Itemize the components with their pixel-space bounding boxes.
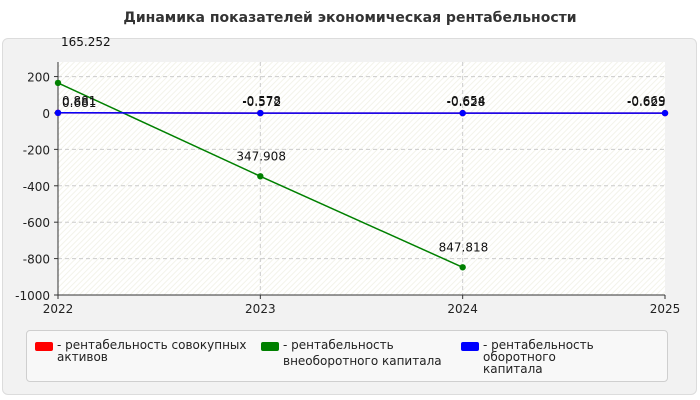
- y-tick-label: 0: [42, 107, 50, 121]
- axes: [57, 62, 665, 296]
- y-tick-label: 200: [27, 71, 50, 85]
- x-tick-label: 2024: [447, 302, 478, 316]
- chart-title: Динамика показателей экономическая рента…: [123, 10, 577, 26]
- data-point: [54, 79, 62, 87]
- data-label: 347.908: [236, 149, 286, 163]
- y-tick-label: -200: [23, 143, 50, 157]
- data-point: [459, 109, 466, 117]
- data-label: -0.628: [447, 95, 486, 109]
- legend-swatch-blue: [461, 342, 479, 351]
- data-label: -0.669: [627, 94, 666, 108]
- legend-label: - рентабельность внеоборотного капитала: [283, 338, 442, 368]
- legend-label: - рентабельность совокупных активов: [57, 338, 247, 364]
- legend: - рентабельность совокупных активов - ре…: [26, 330, 668, 382]
- y-tick-label: -400: [23, 180, 50, 194]
- legend-item-noncurrent-capital: - рентабельность внеоборотного капитала: [261, 339, 442, 367]
- series-group: [54, 79, 669, 271]
- data-label: -0.625: [627, 95, 666, 109]
- data-label: 0.681: [62, 96, 96, 110]
- legend-swatch-red: [35, 342, 53, 351]
- legend-item-working-capital: - рентабельность оборотного капитала: [461, 339, 667, 375]
- x-tick-label: 2023: [245, 302, 276, 316]
- data-label: 847.818: [439, 240, 489, 254]
- data-label: -0.572: [242, 95, 281, 109]
- y-axis-ticks: 200 0 -200 -400 -600 -800 -1000: [15, 71, 58, 303]
- data-point: [459, 264, 466, 271]
- data-label: -0.578: [242, 94, 281, 108]
- y-tick-label: -800: [23, 253, 50, 267]
- data-point: [661, 109, 669, 117]
- y-tick-label: -1000: [15, 289, 50, 303]
- data-point: [257, 109, 264, 117]
- x-axis-ticks: 2022 2023 2024 2025: [43, 295, 681, 316]
- data-point: [257, 173, 264, 180]
- legend-item-total-assets: - рентабельность совокупных активов: [35, 339, 247, 363]
- data-label: 165.252: [61, 35, 111, 49]
- data-point: [54, 109, 62, 117]
- plot-area: [58, 62, 665, 295]
- legend-label: - рентабельность оборотного капитала: [483, 338, 594, 376]
- x-tick-label: 2022: [43, 302, 74, 316]
- data-label: -0.654: [447, 94, 486, 108]
- x-tick-label: 2025: [650, 302, 681, 316]
- data-label: 0.881: [62, 94, 96, 108]
- data-labels: 0.681 -0.572 -0.628 -0.625 165.252 347.908 847…: [61, 35, 666, 254]
- y-tick-label: -600: [23, 216, 50, 230]
- legend-swatch-green: [261, 342, 279, 351]
